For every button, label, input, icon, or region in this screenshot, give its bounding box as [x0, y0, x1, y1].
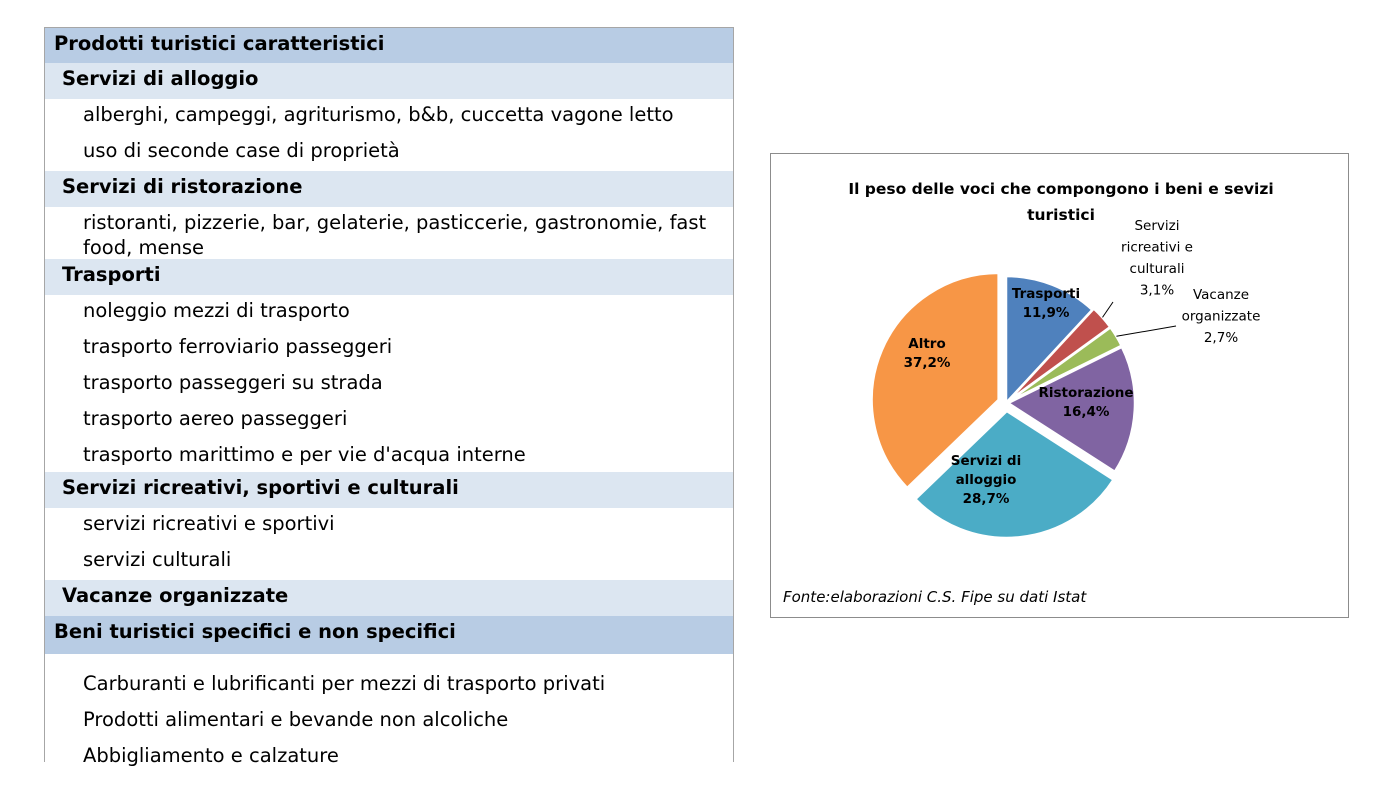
pie-slice	[870, 271, 1000, 490]
row-label: trasporto passeggeri su strada	[83, 371, 383, 394]
table-category-header: Servizi di ristorazione	[45, 171, 733, 207]
table-category-header: Servizi ricreativi, sportivi e culturali	[45, 472, 733, 508]
table-row: ristoranti, pizzerie, bar, gelaterie, pa…	[45, 207, 733, 259]
slice-label-name: Trasporti	[1012, 286, 1080, 302]
table-row: uso di seconde case di proprietà	[45, 135, 733, 171]
pie-chart: Trasporti 11,9% Servizi ricreativi e cultura…	[870, 218, 1261, 540]
row-label: Servizi di alloggio	[62, 67, 259, 90]
slice-label: Vacanze organizzate 2,7%	[1182, 287, 1261, 346]
slice-label-name: Servizi	[1134, 218, 1179, 234]
row-label: servizi culturali	[83, 548, 232, 571]
row-label: Vacanze organizzate	[62, 584, 289, 607]
slice-label-name: Ristorazione	[1038, 385, 1133, 401]
row-label: Servizi ricreativi, sportivi e culturali	[62, 476, 459, 499]
leader-line	[1102, 301, 1114, 318]
table-row: alberghi, campeggi, agriturismo, b&b, cu…	[45, 99, 733, 135]
row-label: Servizi di ristorazione	[62, 175, 303, 198]
table-category-header: Trasporti	[45, 259, 733, 295]
pie-slice	[913, 409, 1116, 540]
table-row: trasporto aereo passeggeri	[45, 403, 733, 439]
slice-value-label: 11,9%	[1023, 305, 1070, 321]
tourism-products-table: Prodotti turistici caratteristici Servizi…	[44, 27, 734, 767]
table-category-header: Vacanze organizzate	[45, 580, 733, 616]
table-row: servizi ricreativi e sportivi	[45, 508, 733, 544]
pie-chart-panel: Il peso delle voci che compongono i beni…	[770, 153, 1349, 618]
row-label: Prodotti alimentari e bevande non alcoli…	[83, 708, 509, 731]
row-label: noleggio mezzi di trasporto	[83, 299, 350, 322]
row-label: trasporto marittimo e per vie d'acqua in…	[83, 443, 526, 466]
row-label: Abbigliamento e calzature	[83, 744, 339, 767]
slice-value-label: 37,2%	[904, 355, 951, 371]
row-label: Prodotti turistici caratteristici	[54, 32, 385, 55]
pie-slice	[1004, 274, 1095, 407]
table-row: Carburanti e lubrificanti per mezzi di t…	[45, 668, 733, 704]
slice-label-name: organizzate	[1182, 309, 1261, 325]
row-label: servizi ricreativi e sportivi	[83, 512, 335, 535]
row-label: trasporto ferroviario passeggeri	[83, 335, 393, 358]
table-section-header: Prodotti turistici caratteristici	[45, 28, 733, 63]
row-label: uso di seconde case di proprietà	[83, 139, 400, 162]
slice-label: Altro 37,2%	[904, 336, 951, 371]
row-label: trasporto aereo passeggeri	[83, 407, 348, 430]
slice-label: Ristorazione 16,4%	[1038, 385, 1133, 420]
slice-label: Trasporti 11,9%	[1012, 286, 1080, 321]
table-row: Prodotti alimentari e bevande non alcoli…	[45, 704, 733, 740]
table-section-header: Beni turistici specifici e non specifici	[45, 616, 733, 654]
slice-label-name: Altro	[908, 336, 945, 352]
table-row: trasporto ferroviario passeggeri	[45, 331, 733, 367]
slice-label-name: Vacanze	[1193, 287, 1249, 303]
chart-title: Il peso delle voci che compongono i beni…	[848, 180, 1274, 224]
slice-label-name: culturali	[1130, 261, 1185, 277]
row-label: Carburanti e lubrificanti per mezzi di t…	[83, 672, 606, 695]
slice-value-label: 28,7%	[963, 491, 1010, 507]
slice-value-label: 3,1%	[1140, 283, 1174, 299]
slice-label-name: alloggio	[956, 472, 1017, 488]
table-category-header: Servizi di alloggio	[45, 63, 733, 99]
chart-source: Fonte:elaborazioni C.S. Fipe su dati Ist…	[783, 588, 1087, 606]
row-label: Trasporti	[62, 263, 161, 286]
slice-value-label: 2,7%	[1204, 330, 1238, 346]
leader-line	[1116, 325, 1177, 337]
table-row: servizi culturali	[45, 544, 733, 580]
slice-label-name: ricreativi e	[1121, 240, 1193, 256]
table-row: Abbigliamento e calzature	[45, 740, 733, 767]
pie-slice	[1005, 345, 1137, 474]
slice-label: Servizi ricreativi e culturali 3,1%	[1121, 218, 1193, 299]
slice-value-label: 16,4%	[1063, 404, 1110, 420]
table-row: trasporto passeggeri su strada	[45, 367, 733, 403]
row-label: Beni turistici specifici e non specifici	[54, 620, 456, 643]
slice-label-name: Servizi di	[951, 453, 1021, 469]
table-row: trasporto marittimo e per vie d'acqua in…	[45, 439, 733, 472]
table-row: noleggio mezzi di trasporto	[45, 295, 733, 331]
row-label: ristoranti, pizzerie, bar, gelaterie, pa…	[83, 211, 707, 259]
row-label: alberghi, campeggi, agriturismo, b&b, cu…	[83, 103, 674, 126]
slice-label: Servizi di alloggio 28,7%	[951, 453, 1021, 507]
